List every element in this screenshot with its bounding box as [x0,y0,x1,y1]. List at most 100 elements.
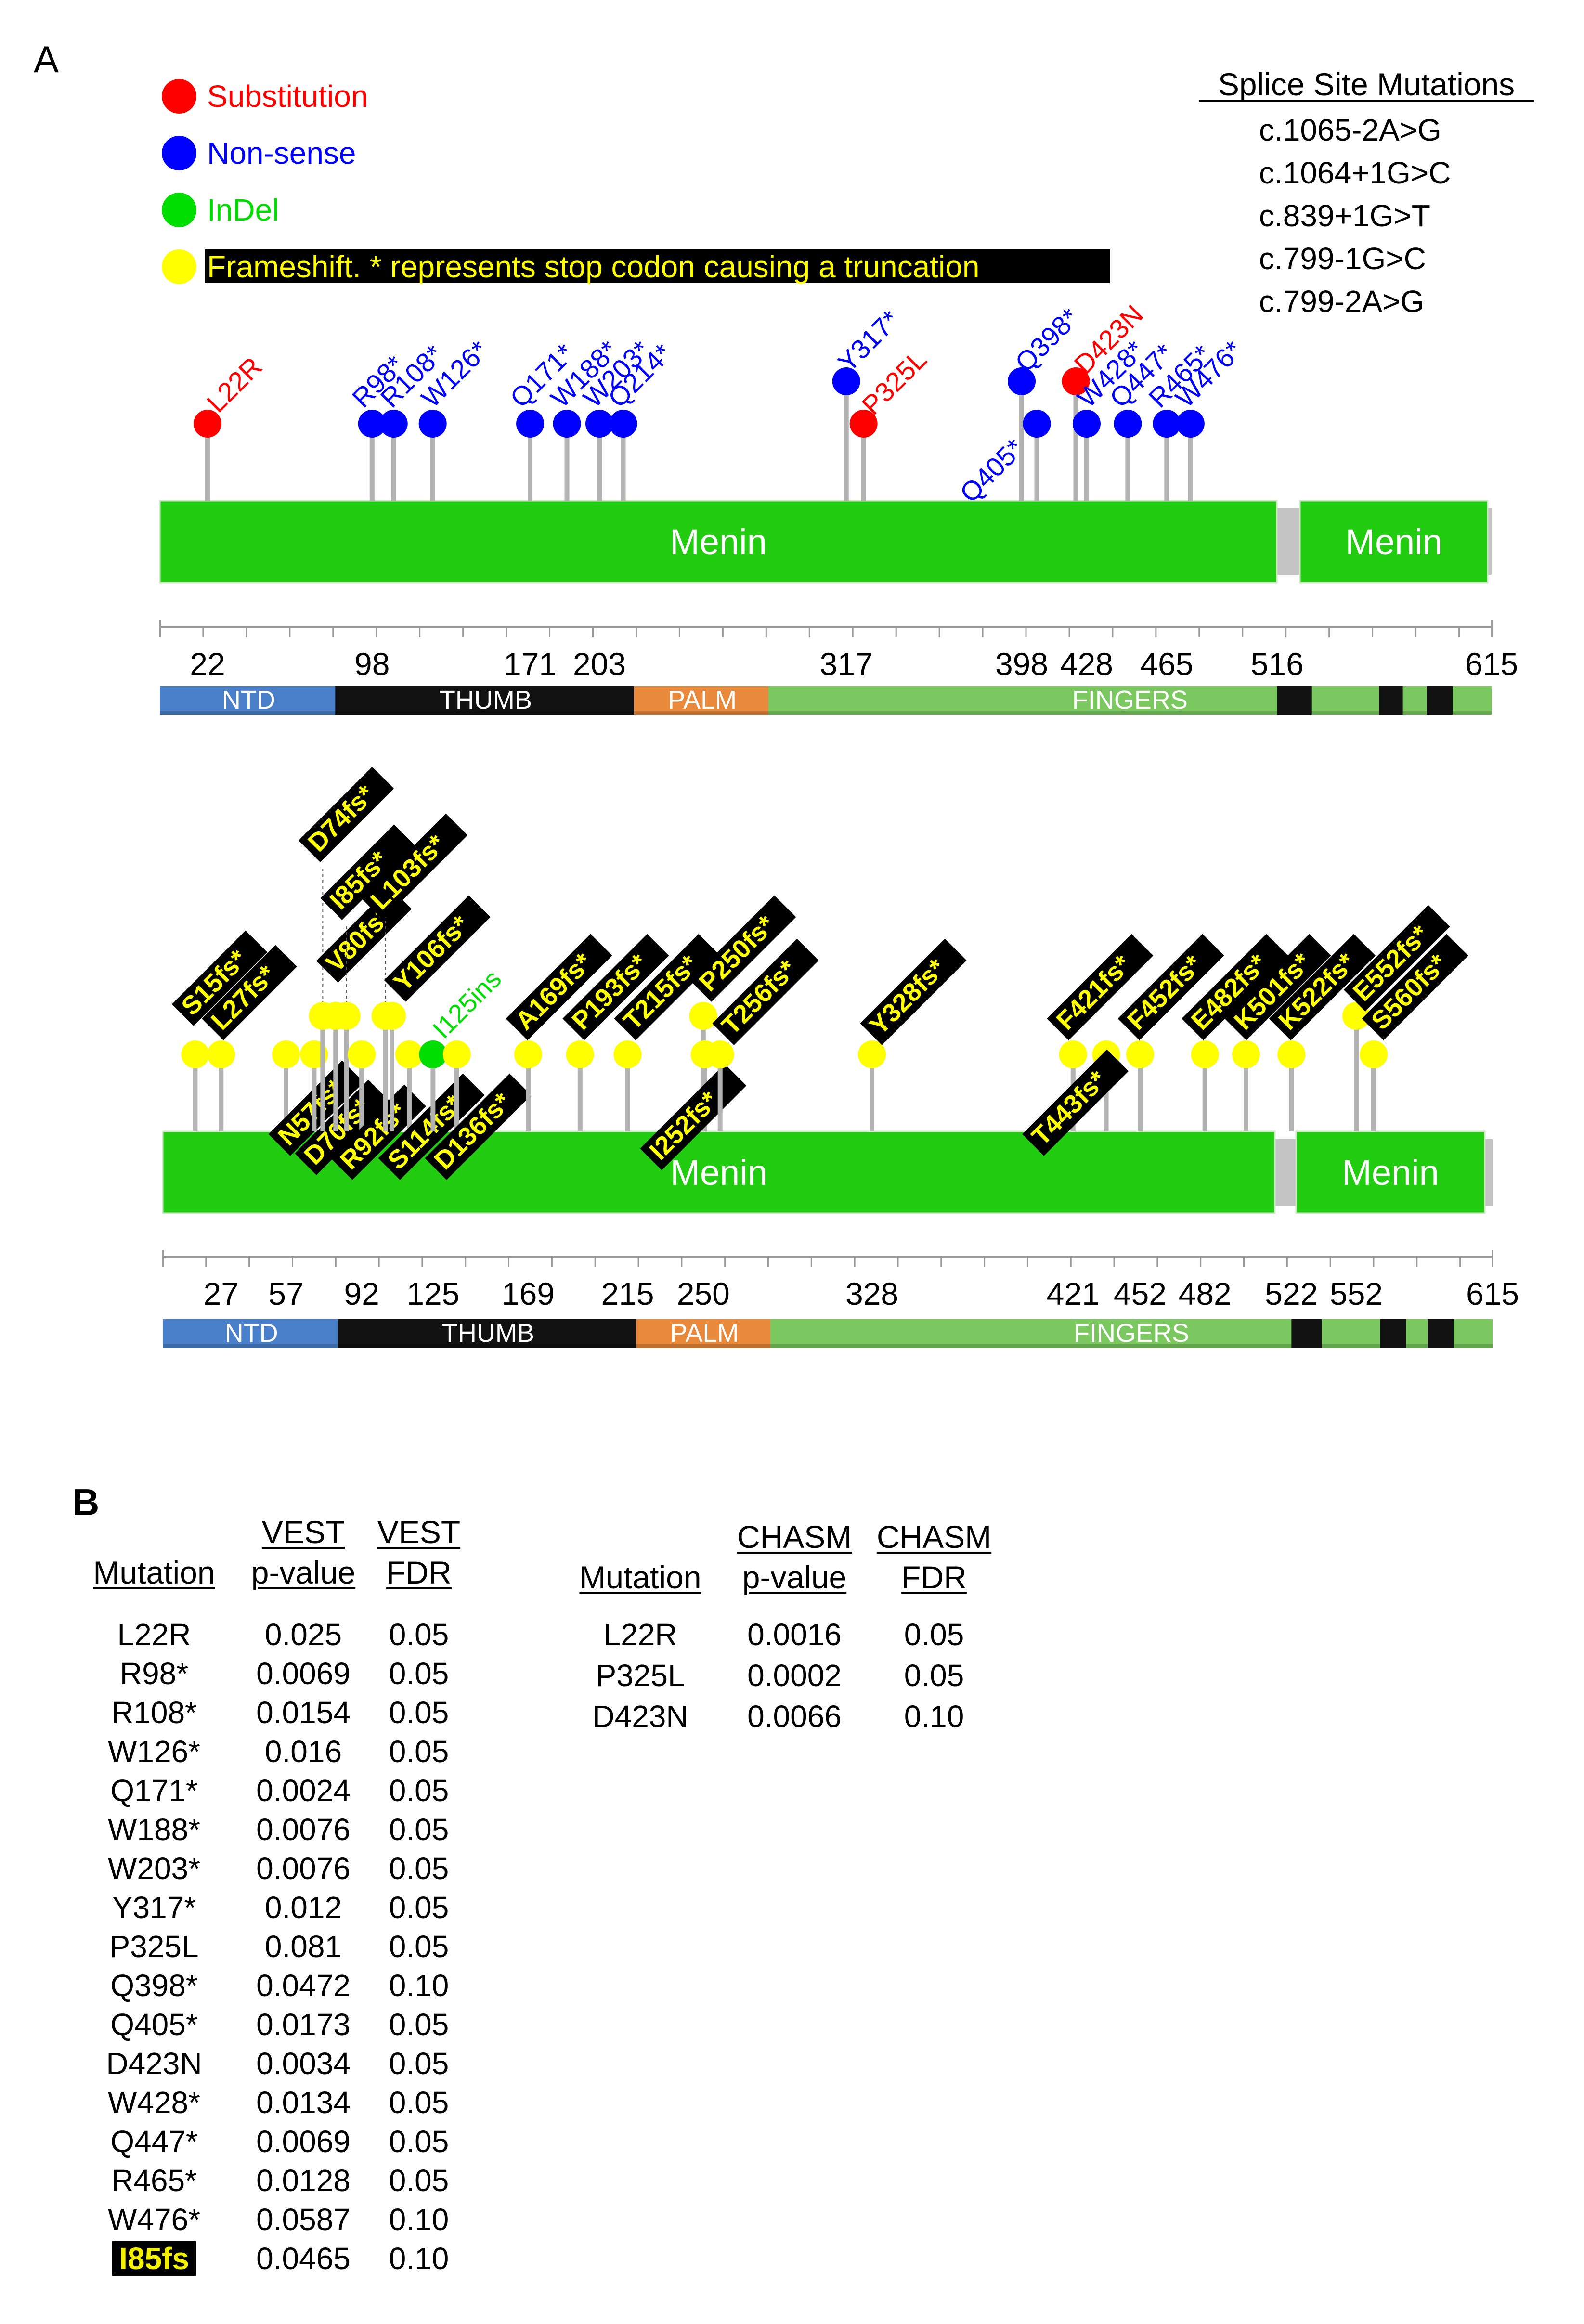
chasm-row: P325L 0.0002 0.05 [558,1656,1040,1695]
axis-tick-label: 328 [845,1276,898,1311]
vest-cell: 0.0069 [256,2124,351,2159]
lollipop-diagram: A Substitution Non-sense InDel Frameshift. … [34,38,1534,1348]
vest-header-text: FDR [386,1555,452,1590]
domain-label-ntd: NTD [222,686,275,714]
lollipop-q171-stop [516,410,545,438]
legend-dot-2 [162,193,196,227]
vest-row: Q398* 0.0472 0.10 [72,1966,506,2005]
chasm-header-2: CHASM FDR [867,1517,1001,1597]
menin-label-tail: Menin [1345,522,1442,562]
lollipop-w188-stop [553,410,581,438]
domain-shade [338,1344,639,1348]
axis-tick-label: 27 [204,1276,239,1311]
lollipop-w428-stop [1072,410,1101,438]
domain-palm [634,686,771,715]
domain-shade [163,1344,340,1348]
chasm-table: Mutation CHASM p-value CHASM FDR L22R 0.0016 0.… [558,1517,1040,1757]
label-group-q405-stop: Q405* [954,433,1029,508]
lollipop-s15fs-stop [181,1040,209,1068]
menin-label-main: Menin [670,522,767,562]
lollipop-f421fs-stop [1059,1040,1087,1068]
vest-cell: Y317* [112,1890,196,1925]
splice-item: c.1065-2A>G [1259,113,1441,147]
chasm-header-text: FDR [901,1559,967,1595]
chasm-cell: 0.05 [904,1617,964,1652]
label-box-d70fs-stop [295,1079,390,1175]
label-box-p250fs-stop [689,895,796,1002]
vest-row: W203* 0.0076 0.05 [72,1849,506,1888]
domain-shade [160,711,338,715]
vest-cell: 0.05 [389,2124,449,2159]
axis-tick-label: 171 [504,646,557,682]
vest-highlight-cell: I85fs [112,2241,196,2276]
label-q398-stop: Q398* [1009,302,1085,378]
lollipop-w126-stop [418,410,447,438]
menin-bar-tail [1299,500,1489,584]
vest-cell: Q171* [110,1773,198,1808]
vest-cell: 0.012 [264,1890,342,1925]
vest-cell: 0.081 [264,1929,342,1964]
vest-row: R465* 0.0128 0.05 [72,2161,506,2200]
menin-label-main: Menin [670,1153,767,1193]
lollipop-i125ins [419,1040,447,1068]
panel-b-label: B [72,1481,100,1523]
vest-cell: 0.0154 [256,1695,351,1730]
vest-row: Q405* 0.0173 0.05 [72,2005,506,2044]
axis-tick-label: 92 [344,1276,379,1311]
domain-label-palm: PALM [670,1319,739,1348]
label-y106fs-stop: Y106fs* [388,910,475,997]
vest-header-text: p-value [251,1555,356,1590]
lollipop-p325l [849,410,878,438]
menin-bar-main [159,500,1278,584]
vest-header-text: Mutation [93,1555,215,1590]
vest-cell: 0.05 [389,1734,449,1769]
axis-tick-label: 482 [1179,1276,1232,1311]
vest-cell: L22R [117,1617,191,1652]
domain-label-ntd: NTD [225,1319,278,1348]
vest-row: P325L 0.081 0.05 [72,1927,506,1966]
splice-item: c.1064+1G>C [1259,156,1451,190]
legend-dot-0 [162,79,196,114]
splice-item: c.799-2A>G [1259,284,1424,319]
vest-cell: 0.05 [389,1929,449,1964]
lollipop-s560fs-stop [1359,1040,1388,1068]
panel-a-label: A [34,38,59,80]
vest-row: Q447* 0.0069 0.05 [72,2122,506,2161]
axis-tick-label: 522 [1265,1276,1318,1311]
vest-cell: R108* [111,1695,197,1730]
label-box-s15fs-stop [172,930,268,1026]
vest-row: R98* 0.0069 0.05 [72,1654,506,1693]
mutation-legend: Substitution Non-sense InDel Frameshift. * … [162,79,1110,284]
fingers-black-segment [1380,1319,1406,1348]
vest-cell: 0.0069 [256,1656,351,1691]
label-y328fs-stop: Y328fs* [864,953,951,1040]
axis-tick-label: 22 [190,646,225,682]
vest-cell: 0.10 [389,1968,449,2003]
label-box-y328fs-stop [860,938,967,1045]
axis-tick-label: 57 [268,1276,303,1311]
legend-dot-1 [162,136,196,170]
chasm-cell: L22R [603,1617,677,1652]
legend-highlight-box [205,249,1110,283]
lollipop-q447-stop [1114,410,1142,438]
domain-thumb [335,686,636,715]
domain-ntd [160,686,338,715]
vest-row: W428* 0.0134 0.05 [72,2083,506,2122]
vest-cell: R98* [119,1656,189,1691]
vest-header-1: VEST p-value [236,1512,371,1593]
lollipop-p250fs-stop [689,1002,717,1030]
label-group-i125ins: I125ins [427,964,507,1044]
fingers-black-segment [1291,1319,1322,1348]
vest-cell: P325L [109,1929,199,1964]
vest-cell: W126* [107,1734,201,1769]
domain-label-palm: PALM [668,686,737,714]
domain-shade [636,1344,773,1348]
label-group-q398-stop: Q398* [1009,302,1085,378]
vest-cell: Q398* [110,1968,198,2003]
lollipop-f452fs-stop [1126,1040,1154,1068]
label-l22r: L22R [201,351,268,418]
axis-tick-label: 203 [573,646,626,682]
domain-ntd [163,1319,340,1348]
axis-tick-label: 552 [1330,1276,1383,1311]
lollipop-w476-stop [1176,410,1205,438]
